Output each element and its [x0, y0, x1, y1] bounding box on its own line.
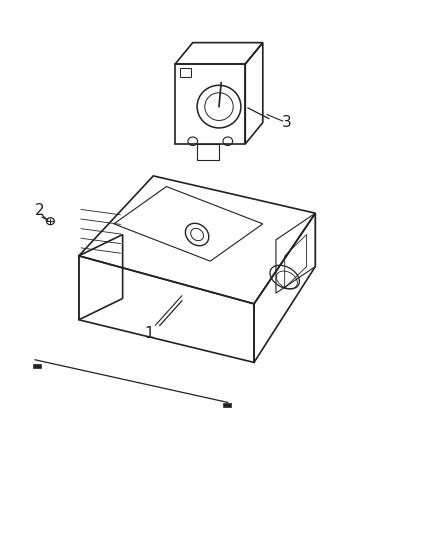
Text: 2: 2 [35, 203, 44, 218]
Text: 3: 3 [282, 115, 292, 130]
Text: 1: 1 [144, 326, 154, 341]
Bar [223, 403, 231, 407]
Bar [180, 68, 191, 77]
Bar [33, 364, 41, 368]
